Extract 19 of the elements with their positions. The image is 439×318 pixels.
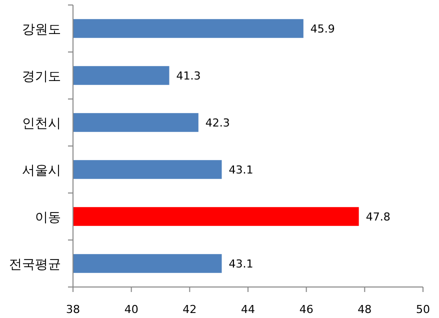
x-tick-label: 40: [124, 303, 138, 316]
data-label: 45.9: [310, 22, 335, 36]
x-tick-label: 38: [66, 303, 80, 316]
x-tick-label: 44: [241, 303, 255, 316]
x-tick-label: 46: [299, 303, 314, 316]
data-label: 41.3: [176, 70, 201, 82]
data-label: 42.3: [205, 116, 230, 130]
x-tick-label: 50: [416, 303, 430, 316]
data-label: 43.1: [228, 258, 254, 270]
y-tick-label: 인천시: [22, 116, 61, 132]
data-label: 43.1: [228, 164, 254, 176]
x-tick-label: 42: [182, 303, 197, 316]
y-tick-label: 강원도: [22, 22, 61, 38]
data-label: 47.8: [366, 210, 390, 224]
y-tick-label: 서울시: [22, 164, 61, 178]
y-tick-label: 이동: [35, 210, 61, 226]
y-tick-label: 경기도: [22, 70, 61, 84]
y-tick-label: 전국평균: [9, 258, 61, 272]
x-tick-label: 48: [358, 303, 372, 316]
